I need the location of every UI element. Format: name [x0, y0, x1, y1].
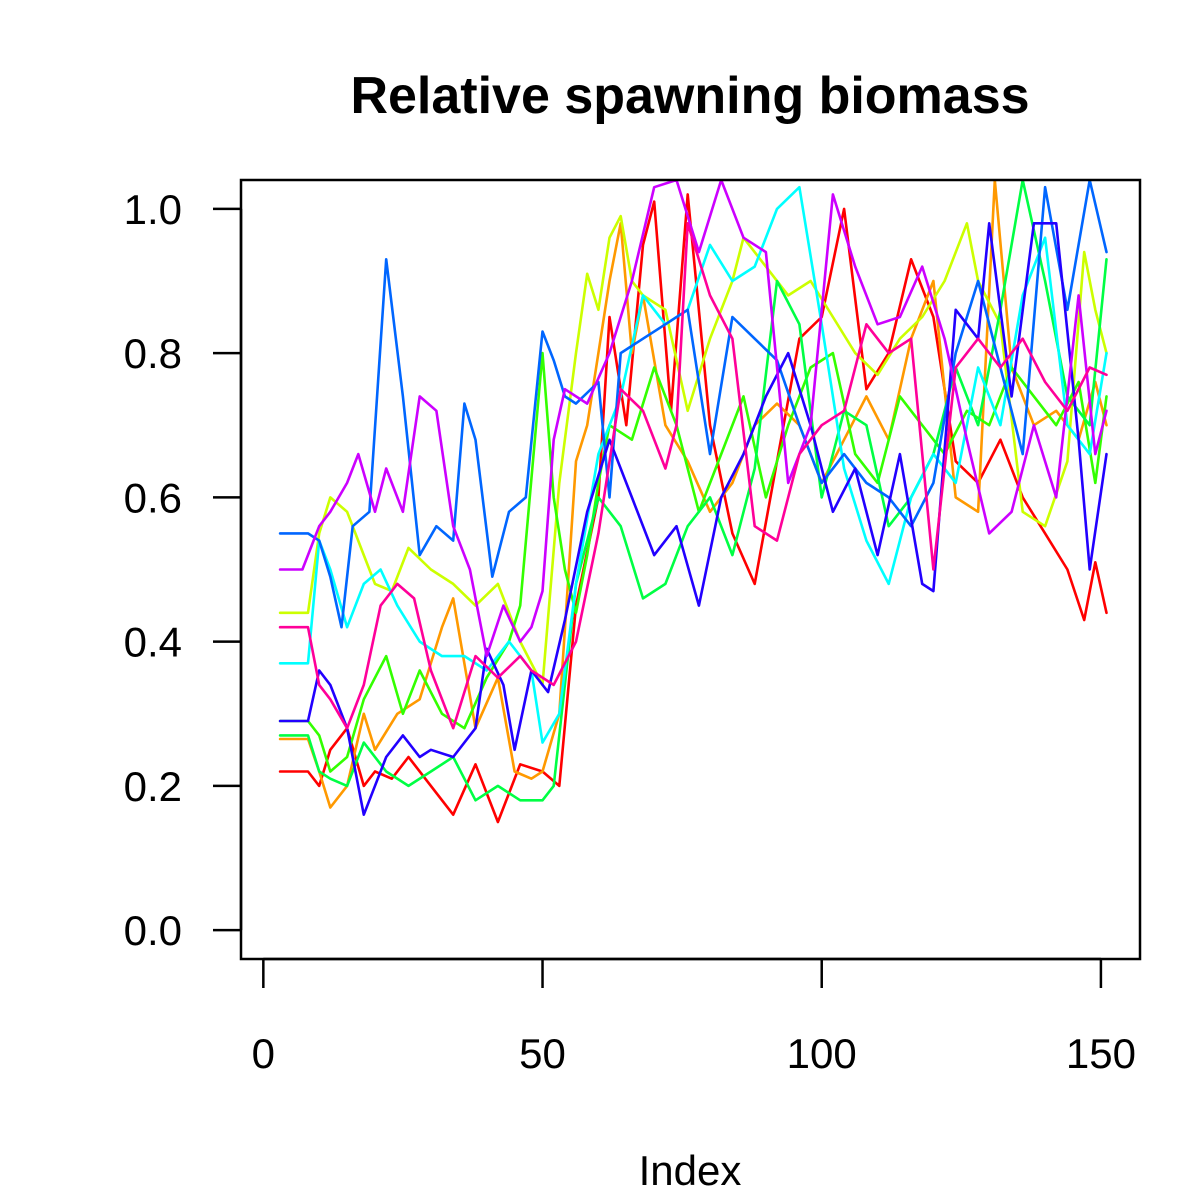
- series-lightgreen-line: [278, 180, 1108, 802]
- y-tick-label: 0.8: [124, 330, 182, 377]
- x-axis-label: Index: [639, 1147, 742, 1194]
- x-tick-label: 100: [787, 1030, 857, 1077]
- y-tick-label: 0.4: [124, 619, 182, 666]
- x-tick-label: 50: [519, 1030, 566, 1077]
- series-yellow-line: [278, 214, 1108, 687]
- y-axis: 0.0 0.2 0.4 0.6 0.8 1.0: [124, 186, 243, 954]
- chart-title: Relative spawning biomass: [350, 67, 1029, 125]
- y-tick-label: 1.0: [124, 186, 182, 233]
- series-indigo-line: [278, 222, 1108, 816]
- y-tick-label: 0.0: [124, 907, 182, 954]
- y-tick-label: 0.2: [124, 763, 182, 810]
- series-magenta-line: [278, 222, 1108, 730]
- series-purple-line: [278, 180, 1108, 658]
- x-axis: 0 50 100 150: [252, 957, 1136, 1077]
- x-tick-label: 0: [252, 1030, 275, 1077]
- series-red-line: [278, 193, 1108, 824]
- series-cyan-line: [278, 185, 1108, 744]
- x-tick-label: 150: [1066, 1030, 1136, 1077]
- y-tick-label: 0.6: [124, 474, 182, 521]
- series-group: [278, 180, 1108, 824]
